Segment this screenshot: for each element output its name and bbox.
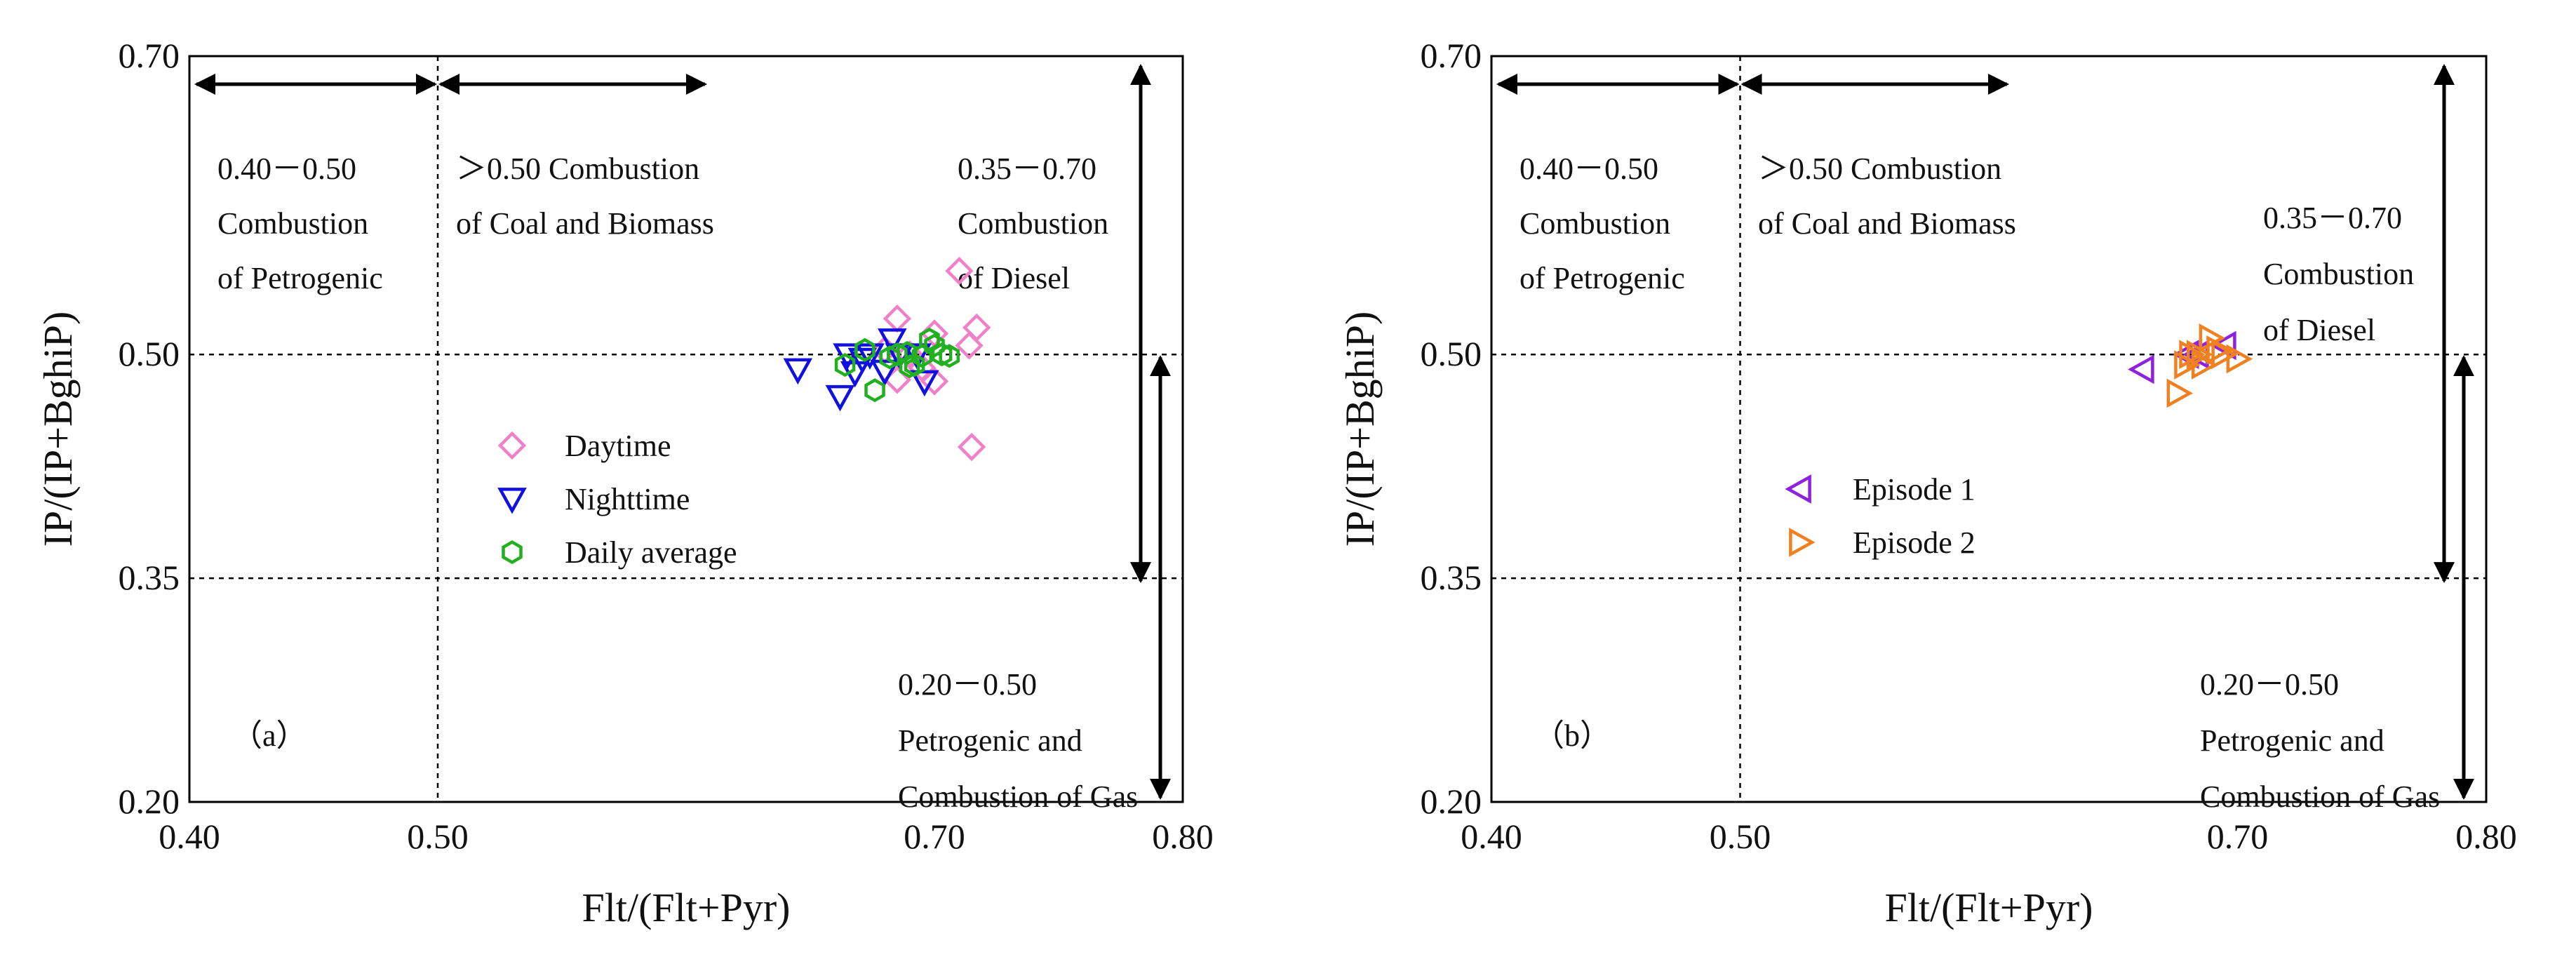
legend-marker xyxy=(1785,474,1811,504)
x-axis-label: Flt/(Flt+Pyr) xyxy=(582,885,791,930)
data-point xyxy=(825,384,855,412)
data-point xyxy=(2179,340,2206,370)
panel-label: （a） xyxy=(232,718,307,753)
y-axis-label: IP/(IP+BghiP) xyxy=(1337,312,1383,547)
legend-marker xyxy=(502,540,523,565)
data-point xyxy=(920,367,949,396)
data-point xyxy=(883,304,912,333)
series-episode-2 xyxy=(2166,323,2253,408)
x-tick-label: 0.50 xyxy=(407,817,469,856)
annotation-r4: Petrogenic and xyxy=(898,723,1082,758)
annotation-r4: 0.20－0.50 xyxy=(898,667,1037,702)
annotation-r4: Combustion of Gas xyxy=(898,779,1138,814)
data-point xyxy=(2199,323,2226,353)
y-tick-label: 0.50 xyxy=(119,334,180,373)
y-tick-label: 0.50 xyxy=(1421,334,1482,373)
x-tick-label: 0.70 xyxy=(904,817,965,856)
data-point xyxy=(2192,350,2218,380)
data-point xyxy=(2128,354,2154,384)
x-tick-label: 0.70 xyxy=(2207,817,2269,856)
y-tick-label: 0.70 xyxy=(1421,36,1482,75)
y-tick-label: 0.35 xyxy=(1421,558,1482,597)
data-point xyxy=(834,353,856,377)
annotation-r1: of Petrogenic xyxy=(217,261,383,295)
y-tick-label: 0.20 xyxy=(119,782,180,821)
panel-b: 0.40 0.50 0.70 0.80 0.70 0.50 0.35 0.20 Flt/(Flt… xyxy=(1337,36,2517,930)
legend-label: Daytime xyxy=(565,429,671,463)
annotation-r3: 0.35－0.70 xyxy=(958,152,1096,186)
annotation-r2: ＞0.50 Combustion xyxy=(456,152,699,186)
annotation-r1: 0.40－0.50 xyxy=(217,152,356,186)
y-tick-label: 0.20 xyxy=(1421,782,1482,821)
data-point xyxy=(2211,340,2238,370)
annotation-r2: of Coal and Biomass xyxy=(456,206,714,241)
annotation-r4: 0.20－0.50 xyxy=(2200,667,2339,702)
plot-frame xyxy=(188,55,1184,803)
annotation-r1: 0.40－0.50 xyxy=(1520,152,1658,186)
data-point xyxy=(2186,340,2213,370)
plot-frame xyxy=(1490,55,2488,803)
data-point xyxy=(854,337,876,362)
x-tick-label: 0.80 xyxy=(2455,817,2517,856)
data-point xyxy=(931,342,953,367)
x-tick-label: 0.40 xyxy=(159,817,220,856)
x-tick-label: 0.50 xyxy=(1710,817,1771,856)
annotation-r3: Combustion xyxy=(958,206,1108,241)
x-tick-label: 0.80 xyxy=(1152,817,1214,856)
data-point xyxy=(855,343,885,370)
data-point xyxy=(2174,350,2201,380)
data-point xyxy=(911,344,933,368)
y-tick-label: 0.35 xyxy=(119,558,180,597)
data-point xyxy=(899,354,920,379)
legend-label: Episode 1 xyxy=(1853,472,1975,507)
data-point xyxy=(957,432,986,462)
annotation-r4: Petrogenic and xyxy=(2200,723,2384,758)
legend-marker xyxy=(497,431,527,460)
legend-marker xyxy=(1789,528,1816,557)
data-point xyxy=(919,327,940,352)
data-point xyxy=(870,359,900,387)
annotation-r3: 0.35－0.70 xyxy=(2263,201,2402,235)
data-point xyxy=(945,256,974,286)
x-tick-label: 0.40 xyxy=(1461,817,1522,856)
annotation-r3: Combustion xyxy=(2263,257,2414,291)
data-point xyxy=(847,347,878,375)
data-point xyxy=(864,378,885,403)
annotation-r1: of Petrogenic xyxy=(1520,261,1685,295)
annotation-r3: of Diesel xyxy=(958,261,1070,295)
annotation-r1: Combustion xyxy=(1520,206,1670,241)
data-point xyxy=(877,328,907,355)
legend-marker xyxy=(497,488,527,514)
panel-label: （b） xyxy=(1534,718,1611,753)
data-point xyxy=(783,358,813,385)
data-point xyxy=(939,344,960,368)
data-point xyxy=(887,342,908,367)
y-axis-label: IP/(IP+BghiP) xyxy=(35,312,81,547)
legend-label: Nighttime xyxy=(565,482,690,516)
legend-label: Daily average xyxy=(565,535,737,570)
annotation-r2: ＞0.50 Combustion xyxy=(1758,152,2001,186)
data-point xyxy=(955,331,984,360)
data-point xyxy=(2226,344,2253,374)
legend-label: Episode 2 xyxy=(1853,526,1975,560)
data-point xyxy=(910,370,939,397)
x-axis-label: Flt/(Flt+Pyr) xyxy=(1885,885,2093,930)
annotation-r2: of Coal and Biomass xyxy=(1758,206,2016,241)
annotation-r3: of Diesel xyxy=(2263,313,2375,347)
data-point xyxy=(2166,378,2194,408)
y-tick-label: 0.70 xyxy=(119,36,180,75)
annotation-r4: Combustion of Gas xyxy=(2200,779,2440,814)
series-daily-average xyxy=(834,327,960,403)
panel-a: 0.40 0.50 0.70 0.80 0.70 0.50 0.35 0.20 Flt/(Flt… xyxy=(35,36,1214,930)
annotation-r1: Combustion xyxy=(217,206,368,241)
